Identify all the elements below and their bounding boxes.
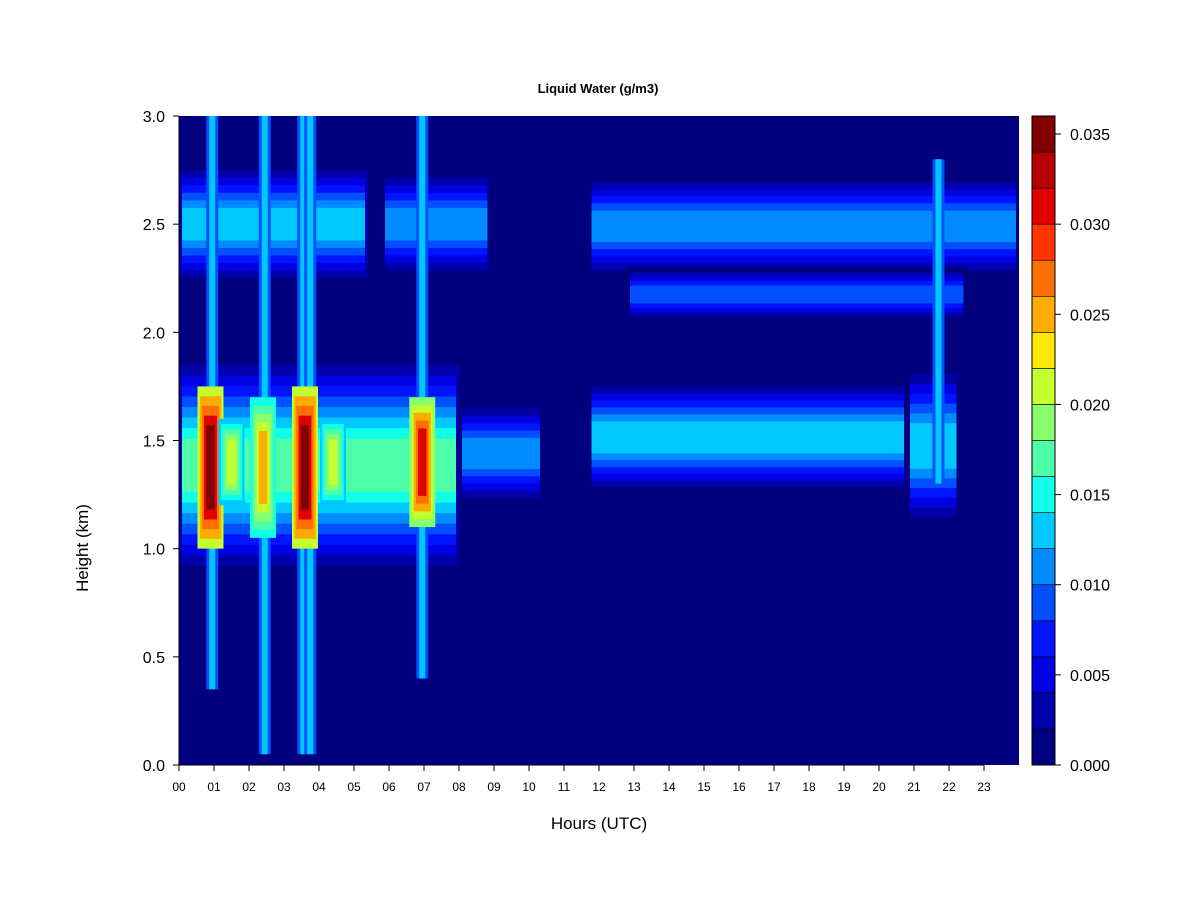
colorbar-swatch	[1031, 187, 1056, 225]
x-tick-label: 13	[627, 780, 641, 794]
x-tick-label: 10	[522, 780, 536, 794]
plot-area	[179, 116, 1019, 765]
x-axis-label: Hours (UTC)	[551, 814, 647, 833]
cloud-band	[630, 285, 964, 304]
x-tick-label: 12	[592, 780, 606, 794]
x-tick-label: 21	[907, 780, 921, 794]
y-tick-label: 3.0	[143, 109, 165, 126]
cloud-layer	[588, 379, 907, 495]
x-tick-label: 09	[487, 780, 501, 794]
cloud-band	[591, 421, 904, 454]
x-tick-label: 07	[417, 780, 431, 794]
colorbar-swatch	[1031, 656, 1056, 694]
colorbar-swatch	[1031, 512, 1056, 549]
colorbar-tick-label: 0.035	[1070, 127, 1110, 144]
colorbar-swatch	[1031, 332, 1056, 369]
colorbar-swatch	[1031, 115, 1056, 153]
x-tick-label: 03	[277, 780, 291, 794]
x-tick-label: 06	[382, 780, 396, 794]
x-tick-label: 01	[207, 780, 221, 794]
core-band	[418, 428, 427, 496]
colorbar-tick-label: 0.005	[1070, 668, 1110, 685]
cloud-band	[462, 437, 540, 470]
y-tick-label: 2.5	[143, 217, 165, 234]
colorbar-swatch	[1031, 368, 1056, 405]
x-tick-label: 14	[662, 780, 676, 794]
colorbar-swatch	[1031, 620, 1056, 658]
cloud-band	[385, 207, 488, 241]
cloud-layer	[588, 174, 1019, 279]
cloud-layer	[459, 401, 543, 506]
x-tick-label: 20	[872, 780, 886, 794]
x-tick-label: 02	[242, 780, 256, 794]
x-tick-label: 08	[452, 780, 466, 794]
colorbar-swatch	[1031, 440, 1056, 477]
y-axis-label: Height (km)	[73, 504, 92, 592]
y-tick-label: 2.0	[143, 325, 165, 342]
y-tick-label: 1.0	[143, 542, 165, 559]
chart-title: Liquid Water (g/m3)	[538, 81, 659, 96]
x-tick-label: 18	[802, 780, 816, 794]
colorbar-tick-label: 0.010	[1070, 578, 1110, 595]
colorbar-tick-label: 0.030	[1070, 217, 1110, 234]
cloud-layer	[627, 267, 967, 322]
colorbar-swatch	[1031, 584, 1056, 622]
colorbar-swatch	[1031, 692, 1056, 730]
x-tick-label: 05	[347, 780, 361, 794]
colorbar-swatch	[1031, 476, 1056, 513]
y-tick-label: 0.5	[143, 650, 165, 667]
x-tick-label: 15	[697, 780, 711, 794]
colorbar-swatch	[1031, 548, 1056, 586]
y-tick-label: 0.0	[143, 758, 165, 775]
colorbar-tick-label: 0.020	[1070, 397, 1110, 414]
core-band	[328, 439, 338, 485]
colorbar-frame	[1031, 115, 1056, 766]
core-band	[300, 425, 310, 510]
x-tick-label: 00	[172, 780, 186, 794]
intense-cores	[197, 386, 436, 549]
colorbar-swatch	[1031, 223, 1056, 261]
colorbar-swatch	[1031, 295, 1056, 333]
colorbar-swatch	[1031, 259, 1056, 297]
y-tick-label: 1.5	[143, 434, 165, 451]
core-band	[227, 439, 236, 485]
colorbar: 0.000 0.005 0.010 0.015 0.020 0.025 0.030 0.035	[1031, 115, 1110, 775]
x-tick-label: 23	[977, 780, 991, 794]
y-axis: 0.0 0.5 1.0 1.5 2.0 2.5 3.0	[143, 109, 180, 775]
x-tick-label: 22	[942, 780, 956, 794]
colorbar-tick-label: 0.025	[1070, 307, 1110, 324]
cloud-band	[591, 210, 1016, 242]
x-tick-label: 19	[837, 780, 851, 794]
core-band	[206, 425, 215, 510]
colorbar-tick-label: 0.015	[1070, 488, 1110, 505]
colorbar-swatch	[1031, 151, 1056, 189]
colorbar-swatch	[1031, 404, 1056, 441]
cloud-layer	[382, 170, 491, 279]
x-tick-label: 04	[312, 780, 326, 794]
x-axis: 00 01 02 03 04 05 06 07 08 09 10 11 12 13 14 15 16 17 18 19…	[172, 764, 991, 794]
colorbar-tick-label: 0.000	[1070, 758, 1110, 775]
x-tick-label: 11	[558, 780, 571, 794]
streak-core	[935, 159, 942, 484]
colorbar-swatch	[1031, 728, 1056, 766]
core-band	[258, 430, 268, 505]
x-tick-label: 17	[767, 780, 781, 794]
x-tick-label: 16	[732, 780, 746, 794]
